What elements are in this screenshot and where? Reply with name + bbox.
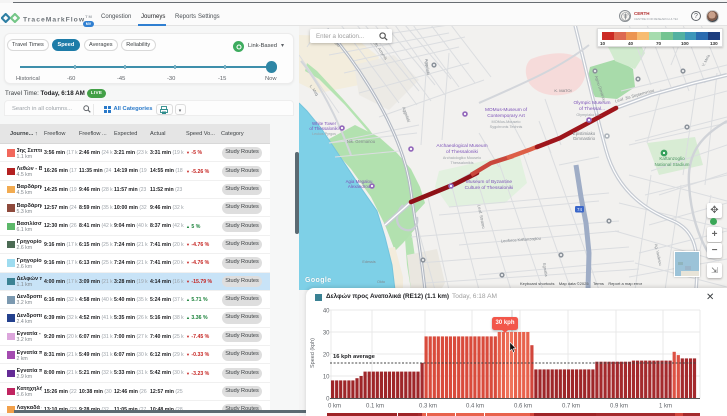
svg-text:Sygchronis Technis: Sygchronis Technis [490,125,523,129]
svg-text:White Tower: White Tower [312,121,337,126]
svg-text:Alexandrou: Alexandrou [348,184,371,189]
svg-text:MOMus-Museum of: MOMus-Museum of [485,107,528,113]
svg-text:V. Mela: V. Mela [701,53,711,67]
svg-text:Olympiako M...: Olympiako M... [576,113,601,117]
svg-text:Speed (kph): Speed (kph) [310,338,316,368]
svg-text:of Thessal...: of Thessal... [579,106,605,112]
svg-text:40: 40 [323,309,330,315]
svg-text:0.9 km: 0.9 km [610,404,628,410]
svg-text:0.1 km: 0.1 km [366,404,384,410]
svg-text:National Stadium: National Stadium [655,162,690,167]
svg-text:Leoforos Kaftanzoglou: Leoforos Kaftanzoglou [501,236,541,244]
svg-text:of Thessaloniki: of Thessaloniki [309,126,338,131]
svg-text:1 km: 1 km [659,404,672,410]
svg-text:0.3 km: 0.3 km [419,404,437,410]
svg-text:0.7 km: 0.7 km [562,404,580,410]
svg-text:Olympic Museum: Olympic Museum [573,100,610,106]
svg-text:20: 20 [323,353,330,359]
svg-text:MOMus-Mouseio: MOMus-Mouseio [492,120,521,124]
svg-text:0.4 km: 0.4 km [466,404,484,410]
svg-text:Aggelaki: Aggelaki [424,59,431,76]
svg-text:Kaftanzoglio: Kaftanzoglio [659,156,685,161]
svg-text:Ag. Vasileiou: Ag. Vasileiou [654,244,662,266]
svg-text:Agia Megalou: Agia Megalou [346,179,373,184]
svg-text:Aggelaki: Aggelaki [401,106,411,123]
svg-text:30: 30 [323,331,330,337]
svg-text:Leof. Stratou: Leof. Stratou [477,204,487,229]
svg-text:74: 74 [577,207,583,212]
svg-text:Leukos Pyrgos: Leukos Pyrgos [312,132,336,136]
svg-text:Epistimiako: Epistimiako [573,131,596,136]
svg-text:Thessalonikis: Thessalonikis [450,161,473,165]
svg-text:Contemporary Art: Contemporary Art [487,113,525,119]
svg-text:Archaiologiko Mouseio: Archaiologiko Mouseio [443,156,481,160]
svg-text:Gimnastirio: Gimnastirio [573,136,596,141]
svg-text:Archaeological Museum: Archaeological Museum [436,143,487,149]
svg-text:L. Meg: L. Meg [309,84,320,97]
svg-text:10: 10 [323,375,330,381]
svg-text:0 km: 0 km [328,404,341,410]
svg-text:0: 0 [326,397,330,403]
svg-text:Museum of Byzantine: Museum of Byzantine [466,179,512,185]
svg-text:K. MATOI: K. MATOI [554,88,571,93]
svg-text:Okto: Okto [377,280,385,284]
svg-text:of Thessaloniki: of Thessaloniki [446,149,478,155]
svg-text:Edessis: Edessis [362,260,375,264]
svg-text:0.6 km: 0.6 km [514,404,532,410]
svg-text:Nik. Germanou: Nik. Germanou [347,139,376,144]
svg-text:Egnatia: Egnatia [542,263,549,278]
svg-text:Culture of Thessaloniki: Culture of Thessaloniki [465,185,514,191]
